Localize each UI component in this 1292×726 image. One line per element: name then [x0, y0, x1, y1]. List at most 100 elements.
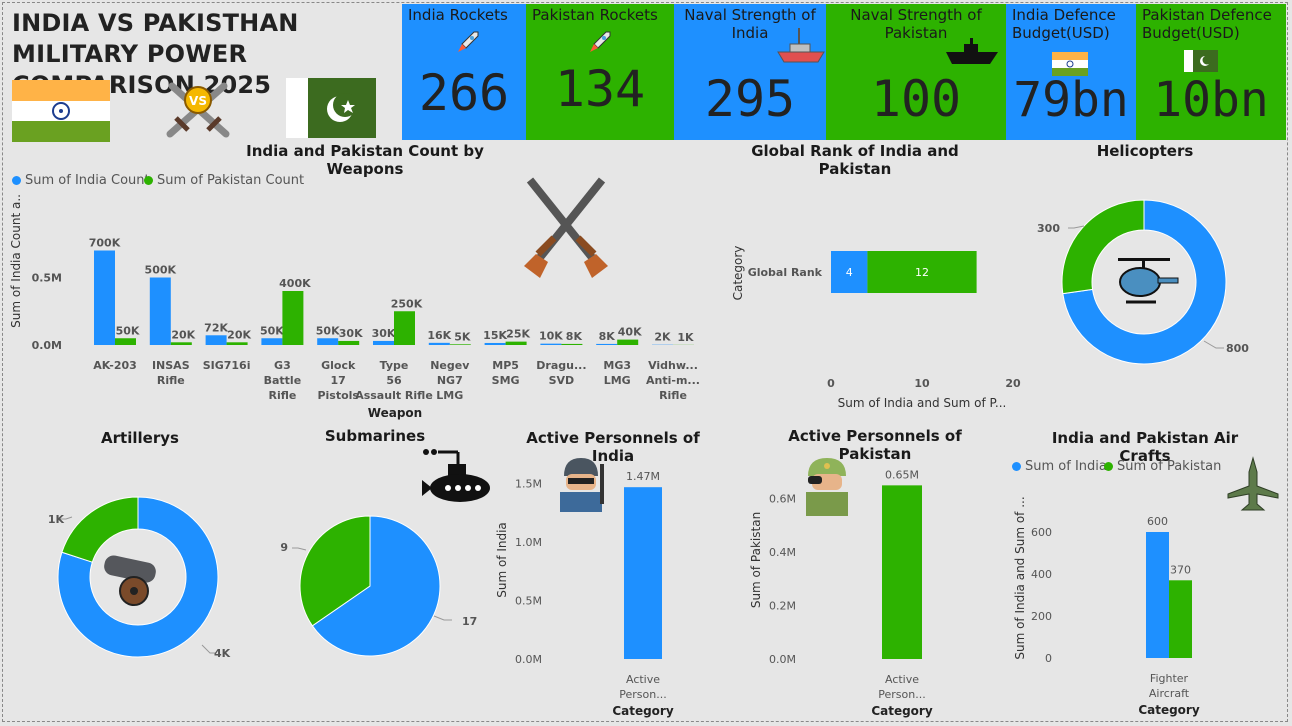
india-personnel-bar-chart: Sum of India 0.0M 0.5M 1.0M 1.5M 1.47M Active P…	[495, 470, 674, 718]
bar	[882, 485, 922, 659]
pakistan-flag-icon	[1184, 50, 1218, 72]
kpi-label: Pakistan Rockets	[532, 6, 658, 24]
x-axis-title: Category	[1138, 703, 1200, 717]
bar-india	[317, 338, 339, 345]
data-label: 500K	[145, 264, 177, 277]
helicopter-icon	[1118, 258, 1179, 304]
y-tick-label: 600	[1031, 526, 1052, 539]
y-tick-label: Global Rank	[748, 266, 823, 279]
kpi-budget-india: India Defence Budget(USD) 79bn	[1006, 4, 1136, 140]
warship-icon	[777, 28, 825, 63]
data-label: 600	[1147, 515, 1168, 528]
kpi-value: 295	[704, 70, 796, 128]
leader-line	[433, 615, 452, 621]
legend-label: Sum of India	[1025, 459, 1107, 474]
x-tick-label: SIG716i	[203, 359, 251, 372]
bar	[1146, 532, 1169, 658]
rocket-icon	[590, 31, 611, 52]
kpi-naval-india: Naval Strength of India 295	[674, 4, 826, 140]
kpi-budget-pakistan: Pakistan Defence Budget(USD) 10bn	[1136, 4, 1286, 140]
y-tick-label: 0.6M	[769, 493, 796, 506]
y-tick-label: 0.4M	[769, 546, 796, 559]
bar-india	[94, 250, 115, 345]
submarines-pie-chart: 17 9	[280, 515, 477, 657]
kpi-value: 10bn	[1153, 72, 1269, 128]
data-label: 30K	[372, 327, 396, 340]
bar-pakistan	[115, 338, 136, 345]
kpi-naval-pakistan: Naval Strength of Pakistan 100	[826, 4, 1006, 140]
x-axis-title: Weapon	[368, 406, 422, 420]
bar-india	[831, 251, 868, 293]
weapons-legend-india[interactable]: Sum of India Count	[12, 173, 150, 188]
bar-pakistan	[170, 342, 192, 345]
x-tick-label: Vidhw... Anti-m... Rifle	[646, 359, 700, 402]
x-tick-label: G3 Battle Rifle	[264, 359, 302, 402]
warship-icon	[946, 38, 998, 64]
slice-india	[1062, 199, 1227, 365]
y-tick-label: 0	[1045, 652, 1052, 665]
slice-pakistan	[1061, 199, 1145, 295]
submarine-icon	[422, 449, 490, 502]
kpi-value: 100	[870, 70, 962, 128]
x-tick-label: Type 56 Assault Rifle	[355, 359, 433, 402]
data-label: 1.47M	[626, 470, 660, 483]
leader-line	[292, 547, 307, 551]
data-label: 9	[280, 541, 288, 554]
kpi-label: Naval Strength of Pakistan	[850, 6, 982, 42]
pak-personnel-title: Active Personnels of Pakistan	[788, 427, 962, 463]
data-label: 72K	[204, 321, 228, 334]
leader-line	[1203, 340, 1224, 349]
svg-text:VS: VS	[189, 94, 207, 108]
kpi-pakistan-rockets: Pakistan Rockets 134	[526, 4, 674, 140]
soldier-icon	[560, 458, 604, 512]
y-tick-label: 0.0M	[769, 653, 796, 666]
data-label: 8K	[566, 330, 583, 343]
india-flag-icon	[1052, 52, 1088, 76]
x-tick-label: 20	[1005, 377, 1021, 390]
data-label: 4	[846, 266, 853, 279]
soldier-icon	[806, 458, 848, 516]
data-label: 20K	[171, 328, 195, 341]
y-tick-label: 0.0M	[515, 653, 542, 666]
kpi-label: Naval Strength of India	[684, 6, 816, 42]
y-axis-title: Sum of India Count a...	[9, 195, 23, 328]
y-axis-title: Sum of India and Sum of ...	[1013, 496, 1027, 659]
leader-line	[60, 516, 73, 520]
data-label: 50K	[316, 324, 340, 337]
data-label: 370	[1170, 563, 1191, 576]
bar-pakistan	[449, 344, 471, 345]
submarines-title: Submarines	[324, 427, 426, 445]
kpi-label: India Defence Budget(USD)	[1012, 6, 1116, 42]
rank-bar-chart: Category Global Rank 4 12 0 10 20 Sum of India …	[731, 246, 1021, 410]
aircraft-legend-india[interactable]: Sum of India	[1012, 459, 1107, 474]
vs-swords-icon: VS	[166, 82, 230, 138]
bar-india	[261, 338, 283, 345]
x-axis-title: Category	[612, 704, 674, 718]
bar-pakistan	[338, 340, 360, 345]
y-tick-label: 1.0M	[515, 536, 542, 549]
aircraft-title: India and Pakistan Air Crafts	[1051, 429, 1239, 465]
data-label: 40K	[618, 326, 642, 339]
crossed-rifles-icon	[524, 177, 608, 278]
kpi-label: Pakistan Defence Budget(USD)	[1142, 6, 1272, 42]
data-label: 10K	[539, 330, 563, 343]
helicopter-mast	[1142, 261, 1145, 269]
data-label: 12	[915, 266, 929, 279]
x-tick-label: Dragu... SVD	[536, 359, 586, 387]
bar-pakistan	[226, 342, 248, 345]
bar-pakistan	[561, 343, 583, 345]
weapons-legend-pakistan[interactable]: Sum of Pakistan Count	[144, 173, 304, 188]
y-tick-label: 400	[1031, 568, 1052, 581]
bar-india	[373, 340, 394, 345]
y-axis-title: Sum of Pakistan	[749, 512, 763, 608]
legend-label: Sum of India Count	[25, 173, 150, 188]
data-label: 400K	[279, 277, 311, 290]
aircraft-legend-pakistan[interactable]: Sum of Pakistan	[1104, 459, 1221, 474]
slice-pakistan	[299, 515, 371, 627]
data-label: 4K	[214, 647, 231, 660]
bar-pakistan	[867, 251, 977, 293]
india-flag-icon	[12, 80, 110, 142]
bar	[624, 487, 662, 659]
kpi-value: 134	[554, 60, 646, 118]
helicopters-donut-chart: 800 300	[1037, 199, 1249, 365]
